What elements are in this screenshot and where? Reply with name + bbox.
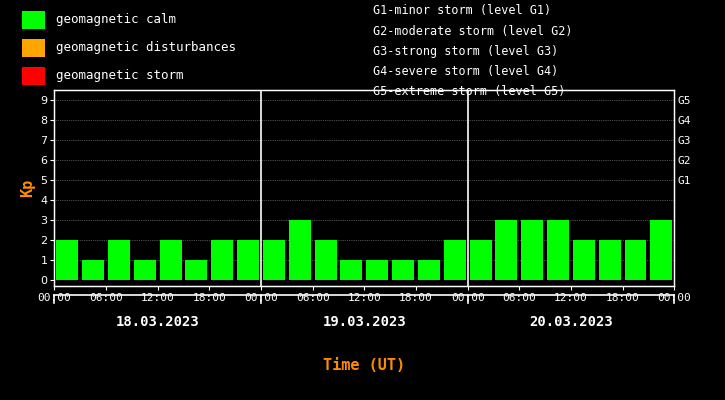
Bar [186,260,207,280]
Bar [211,240,233,280]
Text: 18.03.2023: 18.03.2023 [116,315,199,330]
Bar [624,240,647,280]
Text: G2-moderate storm (level G2): G2-moderate storm (level G2) [373,24,573,38]
Bar [22,39,45,57]
Bar [418,260,440,280]
Bar [108,240,130,280]
Text: G4-severe storm (level G4): G4-severe storm (level G4) [373,65,559,78]
Bar [57,240,78,280]
Bar [22,11,45,29]
Text: 19.03.2023: 19.03.2023 [323,315,406,330]
Text: geomagnetic calm: geomagnetic calm [56,13,176,26]
Bar [547,220,569,280]
Bar [470,240,492,280]
Bar [315,240,336,280]
Text: Time (UT): Time (UT) [323,358,405,374]
Bar [263,240,285,280]
Y-axis label: Kp: Kp [20,179,35,197]
Bar [650,220,672,280]
Text: geomagnetic storm: geomagnetic storm [56,69,183,82]
Text: G3-strong storm (level G3): G3-strong storm (level G3) [373,45,559,58]
Bar [82,260,104,280]
Bar [392,260,414,280]
Text: 20.03.2023: 20.03.2023 [529,315,613,330]
Bar [495,220,518,280]
Bar [289,220,311,280]
Bar [134,260,156,280]
Bar [22,67,45,85]
Bar [444,240,465,280]
Bar [160,240,181,280]
Bar [599,240,621,280]
Text: G5-extreme storm (level G5): G5-extreme storm (level G5) [373,85,566,98]
Bar [366,260,388,280]
Bar [341,260,362,280]
Text: geomagnetic disturbances: geomagnetic disturbances [56,41,236,54]
Bar [521,220,543,280]
Bar [573,240,594,280]
Bar [237,240,259,280]
Text: G1-minor storm (level G1): G1-minor storm (level G1) [373,4,552,17]
